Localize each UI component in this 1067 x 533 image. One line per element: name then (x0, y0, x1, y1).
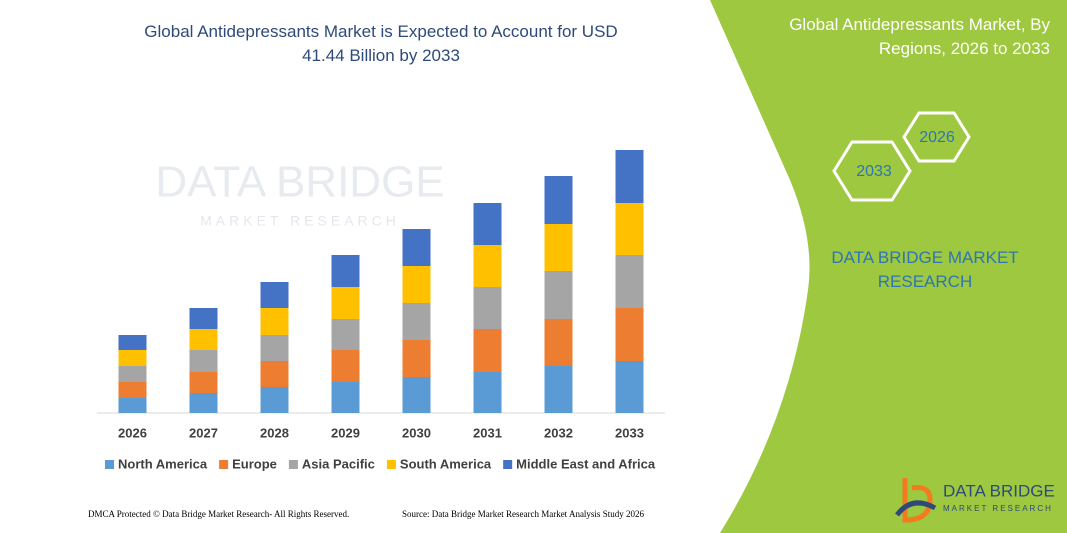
bar-segment (118, 335, 147, 350)
bar-segment (402, 303, 431, 340)
bar-segment (331, 382, 360, 413)
bar-segment (544, 271, 573, 319)
x-tick-label: 2030 (402, 425, 431, 440)
bar-segment (544, 176, 573, 224)
x-tick-label: 2031 (473, 425, 502, 440)
footer-text: Source: Data Bridge Market Research Mark… (402, 509, 644, 519)
bar-segment (615, 203, 644, 255)
watermark: MARKET RESEARCH (200, 213, 400, 229)
legend-swatch (503, 460, 513, 469)
bar-segment (260, 308, 289, 335)
bar-segment (473, 287, 502, 329)
legend-label: North America (118, 456, 208, 471)
bar-segment (331, 255, 360, 287)
bar-segment (260, 361, 289, 387)
bar-segment (473, 329, 502, 372)
x-tick-label: 2033 (615, 425, 644, 440)
bar-segment (544, 366, 573, 413)
x-tick-label: 2032 (544, 425, 573, 440)
side-panel-bg (710, 0, 1067, 533)
logo-icon (902, 478, 933, 523)
watermark: DATA BRIDGE (155, 158, 444, 207)
legend-label: South America (400, 456, 492, 471)
hexagon-label: 2026 (919, 129, 955, 146)
bar-segment (473, 372, 502, 413)
bar-segment (473, 245, 502, 287)
bar-segment (118, 366, 147, 382)
bar-segment (615, 308, 644, 361)
bar-segment (189, 308, 218, 329)
logo-icon (895, 500, 937, 517)
bar-segment (402, 229, 431, 266)
legend-label: Asia Pacific (302, 456, 375, 471)
bar-segment (402, 377, 431, 413)
x-tick-label: 2026 (118, 425, 147, 440)
x-tick-label: 2028 (260, 425, 289, 440)
bar-segment (473, 203, 502, 245)
logo-text: DATA BRIDGE (943, 481, 1055, 500)
legend-swatch (219, 460, 229, 469)
bar-segment (402, 340, 431, 377)
bar-segment (260, 282, 289, 308)
chart-title: Global Antidepressants Market is Expecte… (144, 22, 618, 65)
x-tick-label: 2027 (189, 425, 218, 440)
bar-segment (118, 350, 147, 366)
bar-segment (615, 361, 644, 413)
bar-segment (331, 319, 360, 350)
bar-segment (544, 224, 573, 271)
x-tick-label: 2029 (331, 425, 360, 440)
legend-swatch (386, 460, 396, 469)
bar-segment (118, 382, 147, 398)
bar-segment (189, 393, 218, 413)
side-title: Global Antidepressants Market, By Region… (789, 15, 1050, 58)
bar-segment (189, 372, 218, 393)
legend-label: Europe (232, 456, 277, 471)
bar-segment (331, 287, 360, 319)
hexagon (902, 111, 971, 163)
legend-swatch (105, 460, 114, 469)
legend-label: Middle East and Africa (516, 456, 656, 471)
hexagon (832, 140, 912, 202)
side-brand: DATA BRIDGE MARKET RESEARCH (831, 248, 1019, 291)
hexagon-label: 2033 (856, 163, 892, 180)
footer-text: DMCA Protected © Data Bridge Market Rese… (88, 509, 349, 519)
bar-segment (260, 335, 289, 361)
bar-segment (331, 350, 360, 382)
bar-segment (260, 387, 289, 413)
bar-segment (189, 350, 218, 372)
legend-swatch (288, 460, 298, 469)
bar-segment (189, 329, 218, 350)
bar-segment (615, 255, 644, 308)
bar-segment (118, 398, 147, 413)
logo-text: MARKET RESEARCH (943, 504, 1053, 513)
bar-segment (544, 319, 573, 366)
bar-segment (402, 266, 431, 303)
bar-segment (615, 150, 644, 203)
